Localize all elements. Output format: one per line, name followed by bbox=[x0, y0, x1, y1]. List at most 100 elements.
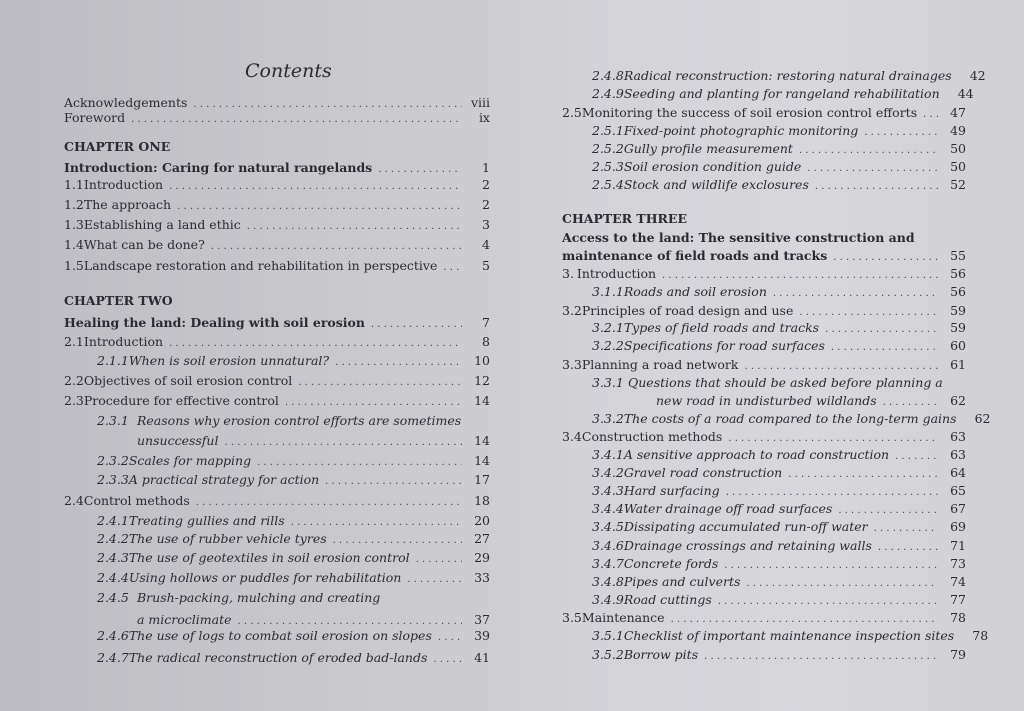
entry-title: new road in undisturbed wildlands bbox=[656, 393, 877, 408]
toc-entry: new road in undisturbed wildlands 62 bbox=[656, 393, 966, 410]
page-number: 14 bbox=[474, 433, 490, 448]
dot-leader bbox=[433, 652, 462, 667]
dot-leader bbox=[438, 630, 462, 645]
page-number: 56 bbox=[950, 284, 966, 299]
page-number: 17 bbox=[474, 472, 490, 487]
dot-leader bbox=[726, 485, 938, 500]
section-number: 2.4.9 bbox=[592, 86, 624, 101]
page-number: 62 bbox=[950, 393, 966, 408]
section-number: 3.1.1 bbox=[592, 284, 624, 299]
entry-title: CHAPTER THREE bbox=[562, 211, 687, 226]
entry-title: Soil erosion condition guide bbox=[623, 159, 802, 174]
section-number: 2.1.1 bbox=[97, 353, 129, 368]
entry-title: Brush-packing, mulching and creating bbox=[137, 590, 381, 605]
page-number: 60 bbox=[950, 338, 966, 353]
entry-title: unsuccessful bbox=[137, 433, 219, 448]
section-number: 3.4.1 bbox=[592, 447, 624, 462]
section-number: 3.2 bbox=[562, 303, 582, 318]
page-number: 50 bbox=[950, 141, 966, 156]
dot-leader bbox=[196, 495, 462, 510]
section-number: 2.5.1 bbox=[592, 123, 624, 138]
section-number: 2.3.2 bbox=[97, 453, 129, 468]
toc-entry: 2.5.1 Fixed-point photographic monitoring… bbox=[592, 123, 966, 140]
entry-title: Construction methods bbox=[581, 429, 723, 444]
section-number: 3.4 bbox=[562, 429, 582, 444]
dot-leader bbox=[333, 533, 462, 548]
dot-leader bbox=[833, 250, 938, 265]
dot-leader bbox=[831, 340, 938, 355]
toc-entry: 3.3.2 The costs of a road compared to the… bbox=[592, 411, 991, 428]
entry-title: Introduction: Caring for natural rangela… bbox=[64, 160, 373, 175]
dot-leader bbox=[291, 515, 462, 530]
page-number: 73 bbox=[950, 556, 966, 571]
entry-title: Establishing a land ethic bbox=[83, 217, 241, 232]
section-number: 3.5.2 bbox=[592, 647, 624, 662]
section-number: 2.2 bbox=[64, 373, 84, 388]
page-number: 71 bbox=[950, 538, 966, 553]
entry-title: Radical reconstruction: restoring natura… bbox=[623, 68, 952, 83]
dot-leader bbox=[131, 112, 462, 127]
section-number: 2.4.2 bbox=[97, 531, 129, 546]
entry-title: The radical reconstruction of eroded bad… bbox=[128, 650, 428, 665]
page-number: 37 bbox=[474, 612, 490, 627]
toc-entry: Acknowledgements viii bbox=[64, 95, 490, 112]
page-number: 14 bbox=[474, 393, 490, 408]
dot-leader bbox=[371, 317, 462, 332]
page-number: viii bbox=[470, 95, 490, 110]
entry-title: Introduction bbox=[83, 177, 164, 192]
toc-entry: 2.4.5 Brush-packing, mulching and creatin… bbox=[97, 590, 490, 605]
section-number: 1.5 bbox=[64, 258, 84, 273]
entry-title: CHAPTER ONE bbox=[64, 139, 171, 154]
section-number: 2.4.5 bbox=[97, 590, 129, 605]
page-number: 63 bbox=[950, 429, 966, 444]
page-number: 50 bbox=[950, 159, 966, 174]
page-number: 49 bbox=[950, 123, 966, 138]
page-number: 5 bbox=[482, 258, 490, 273]
page-number: 27 bbox=[474, 531, 490, 546]
page-number: 29 bbox=[474, 550, 490, 565]
dot-leader bbox=[416, 552, 462, 567]
section-number: 1.3 bbox=[64, 217, 84, 232]
page-number: ix bbox=[478, 110, 490, 125]
section-number: 2.3 bbox=[64, 393, 84, 408]
entry-title: CHAPTER TWO bbox=[64, 293, 173, 308]
dot-leader bbox=[211, 239, 462, 254]
entry-title: A sensitive approach to road constructio… bbox=[623, 447, 890, 462]
dot-leader bbox=[407, 572, 462, 587]
entry-title: Drainage crossings and retaining walls bbox=[623, 538, 872, 553]
toc-entry: 2.4.7 The radical reconstruction of erode… bbox=[97, 650, 490, 667]
page-number: 61 bbox=[950, 357, 966, 372]
section-number: 2.5.4 bbox=[592, 177, 624, 192]
page-number: 20 bbox=[474, 513, 490, 528]
section-number: 3. bbox=[562, 266, 574, 281]
page-number: 14 bbox=[474, 453, 490, 468]
page-number: 3 bbox=[482, 217, 490, 232]
section-number: 3.3.2 bbox=[592, 411, 624, 426]
page-number: 2 bbox=[482, 177, 490, 192]
page-number: 44 bbox=[957, 86, 974, 101]
entry-title: Introduction bbox=[83, 334, 164, 349]
page-number: 59 bbox=[950, 320, 966, 335]
section-number: 2.5 bbox=[562, 105, 582, 120]
entry-title: Treating gullies and rills bbox=[128, 513, 285, 528]
entry-title: Road cuttings bbox=[623, 592, 712, 607]
entry-title: Procedure for effective control bbox=[83, 393, 279, 408]
entry-title: The use of rubber vehicle tyres bbox=[128, 531, 327, 546]
entry-title: Using hollows or puddles for rehabilitat… bbox=[128, 570, 402, 585]
entry-title: Stock and wildlife exclosures bbox=[623, 177, 809, 192]
section-number: 3.4.2 bbox=[592, 465, 624, 480]
dot-leader bbox=[247, 219, 462, 234]
entry-title: maintenance of field roads and tracks bbox=[562, 248, 828, 263]
section-number: 2.4.3 bbox=[97, 550, 129, 565]
